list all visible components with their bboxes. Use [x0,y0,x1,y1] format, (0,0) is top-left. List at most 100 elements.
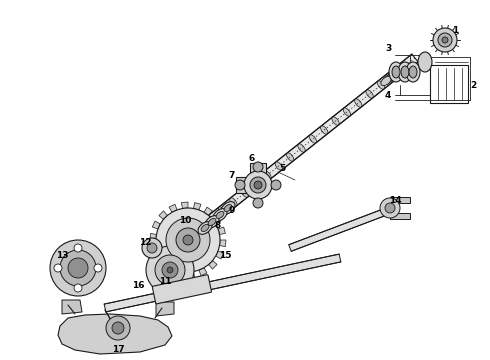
Circle shape [176,228,200,252]
Circle shape [142,238,162,258]
Text: 4: 4 [385,90,391,99]
Circle shape [167,267,173,273]
Ellipse shape [401,66,409,78]
Ellipse shape [332,117,339,125]
Circle shape [155,255,185,285]
Bar [430,65,468,103]
Circle shape [50,240,106,296]
Circle shape [74,244,82,252]
Ellipse shape [208,219,216,225]
Circle shape [54,264,62,272]
Polygon shape [155,256,164,265]
Ellipse shape [224,204,232,212]
Text: 14: 14 [389,195,401,204]
Circle shape [254,181,262,189]
Polygon shape [185,54,418,242]
Circle shape [438,33,452,47]
Ellipse shape [298,144,305,152]
Polygon shape [209,261,217,269]
Ellipse shape [389,72,396,80]
Circle shape [68,258,88,278]
Ellipse shape [201,225,209,231]
Ellipse shape [343,108,350,116]
Ellipse shape [320,126,328,134]
Ellipse shape [406,62,420,82]
Circle shape [271,180,281,190]
Text: 7: 7 [229,171,235,180]
Ellipse shape [389,62,403,82]
Polygon shape [150,233,156,240]
Polygon shape [250,163,266,190]
Ellipse shape [198,222,212,234]
Circle shape [244,171,272,199]
Polygon shape [199,268,207,276]
Text: 16: 16 [132,280,144,289]
Polygon shape [390,197,410,203]
Polygon shape [156,302,174,316]
Ellipse shape [213,209,227,221]
Ellipse shape [381,76,391,86]
Circle shape [112,322,124,334]
Polygon shape [220,240,226,247]
Ellipse shape [400,63,407,71]
Circle shape [106,316,130,340]
FancyBboxPatch shape [152,275,212,304]
Polygon shape [181,202,188,208]
Ellipse shape [391,68,401,77]
Ellipse shape [230,198,237,206]
Polygon shape [213,216,221,224]
Ellipse shape [355,99,362,107]
Circle shape [253,198,263,208]
Ellipse shape [221,202,235,214]
Text: 1: 1 [452,26,458,35]
Circle shape [253,162,263,172]
Circle shape [94,264,102,272]
Text: 13: 13 [56,251,68,260]
Ellipse shape [392,66,400,78]
Circle shape [60,250,96,286]
Ellipse shape [275,162,282,170]
Ellipse shape [207,216,214,224]
Polygon shape [159,211,168,220]
Ellipse shape [387,72,397,81]
Ellipse shape [205,216,219,228]
Circle shape [433,28,457,52]
Polygon shape [218,227,225,234]
Polygon shape [390,213,410,219]
Text: 12: 12 [139,238,151,247]
Circle shape [183,235,193,245]
Text: 11: 11 [159,278,171,287]
Polygon shape [204,207,213,216]
Polygon shape [175,270,182,278]
Ellipse shape [264,171,271,179]
Polygon shape [194,203,201,210]
Ellipse shape [385,73,395,82]
Circle shape [74,284,82,292]
Circle shape [235,180,245,190]
Ellipse shape [216,211,224,219]
Polygon shape [62,300,82,314]
Ellipse shape [377,81,385,89]
Polygon shape [169,204,177,212]
Polygon shape [150,246,158,253]
Polygon shape [289,209,386,251]
Text: 17: 17 [112,346,124,355]
Polygon shape [216,251,224,259]
Circle shape [156,208,220,272]
Ellipse shape [389,70,399,79]
Polygon shape [164,265,172,273]
Ellipse shape [409,66,417,78]
Circle shape [385,203,395,213]
Circle shape [146,246,194,294]
Text: 6: 6 [249,153,255,162]
Text: 2: 2 [470,81,476,90]
Polygon shape [188,271,195,278]
Ellipse shape [252,180,260,188]
Ellipse shape [366,90,373,98]
Ellipse shape [418,52,432,72]
Ellipse shape [241,189,248,197]
Ellipse shape [398,62,412,82]
Polygon shape [58,314,172,354]
Text: 3: 3 [385,44,391,53]
Circle shape [166,218,210,262]
